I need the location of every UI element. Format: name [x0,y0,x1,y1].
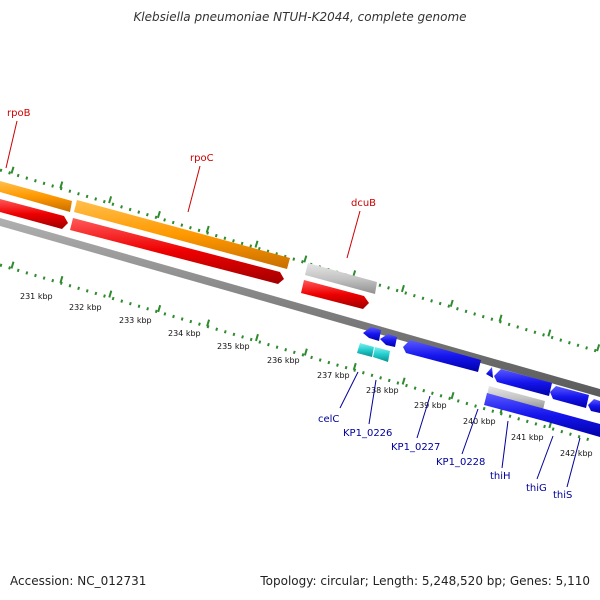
major-tick [10,261,15,269]
label-dcuB[interactable]: dcuB [351,198,376,209]
major-tick [254,240,259,248]
major-tick [401,377,406,385]
major-tick [352,362,357,371]
label-KP1_0227[interactable]: KP1_0227 [391,442,440,453]
major-tick [108,196,113,204]
kbp-label: 238 kbp [366,386,399,395]
gene-dcuB-arrow[interactable] [301,280,369,309]
upper-tick-line [0,166,600,354]
kbp-labels: 231 kbp 232 kbp 233 kbp 234 kbp 235 kbp … [20,292,593,458]
gene-thiE-bar[interactable] [484,393,600,437]
kbp-label: 239 kbp [414,401,447,410]
gene-thiH-bar[interactable] [494,369,552,396]
major-tick [596,344,600,352]
kbp-label: 236 kbp [267,356,300,365]
lower-tick-line [0,261,591,442]
red-gene-arrows [0,199,369,309]
gene-celC-bar-a[interactable] [357,343,374,357]
callout-thiH [501,420,509,469]
gene-rpoC-bar[interactable] [74,200,290,269]
genome-summary-text: Topology: circular; Length: 5,248,520 bp… [260,574,590,588]
label-rpoC[interactable]: rpoC [190,153,214,164]
label-KP1_0228[interactable]: KP1_0228 [436,457,485,468]
major-tick [108,290,113,298]
major-tick [59,275,64,284]
kbp-label: 231 kbp [20,292,53,301]
major-tick [547,329,552,337]
gene-rpoC-arrow[interactable] [70,218,284,284]
kbp-label: 241 kbp [511,433,544,442]
major-tick [498,314,503,322]
gene-thiF-gray-bar[interactable] [487,386,545,410]
kbp-label: 233 kbp [119,316,152,325]
gene-dcuB-gray-bar[interactable] [305,263,377,294]
map-title: Klebsiella pneumoniae NTUH-K2044, comple… [133,10,467,24]
major-tick [450,391,455,400]
label-thiG[interactable]: thiG [526,483,547,494]
kbp-label: 235 kbp [217,342,250,351]
callout-KP1_0228 [461,408,479,455]
callout-rpoB [5,120,18,169]
gene-thiG-bar[interactable] [550,386,589,408]
gene-rpoB-bar[interactable] [0,181,72,212]
label-rpoB[interactable]: rpoB [7,108,31,119]
gene-celC-bar-b[interactable] [373,347,390,362]
major-tick [157,304,162,313]
reverse-genes [357,327,600,437]
forward-genes [0,181,377,294]
gene-thiS-bar-a[interactable] [588,399,600,413]
label-thiH[interactable]: thiH [490,471,511,482]
gene-KP1-0226-small-a[interactable] [363,327,381,341]
major-tick [449,299,454,308]
gene-KP1-0226-small-b[interactable] [380,334,397,347]
kbp-label: 234 kbp [168,329,201,338]
major-tick [59,181,64,189]
callout-KP1_0227 [416,395,431,439]
label-thiS[interactable]: thiS [553,490,572,501]
callout-celC [339,371,359,409]
label-celC[interactable]: celC [318,414,339,425]
gene-KP1-0227-bar[interactable] [403,340,481,372]
major-tick [303,348,308,356]
kbp-label: 232 kbp [69,303,102,312]
callout-rpoC [187,165,201,213]
major-tick [156,210,161,219]
forward-feature-labels: rpoB rpoC dcuB [5,108,376,259]
accession-text: Accession: NC_012731 [10,574,147,588]
major-tick [400,284,405,293]
callout-dcuB [346,210,361,259]
major-tick [10,166,15,174]
callout-thiG [536,435,554,480]
gene-rpoB-arrow[interactable] [0,199,68,229]
reverse-feature-labels: celC KP1_0226 KP1_0227 KP1_0228 thiH thi… [318,371,581,501]
major-tick [206,319,211,327]
kbp-label: 240 kbp [463,417,496,426]
major-tick [303,255,308,263]
kbp-label: 237 kbp [317,371,350,380]
gene-KP1-0228-small[interactable] [486,367,493,378]
label-KP1_0226[interactable]: KP1_0226 [343,428,392,439]
callout-KP1_0226 [368,379,377,425]
major-tick [255,333,259,342]
callout-thiS [566,437,581,488]
major-tick [205,225,210,233]
